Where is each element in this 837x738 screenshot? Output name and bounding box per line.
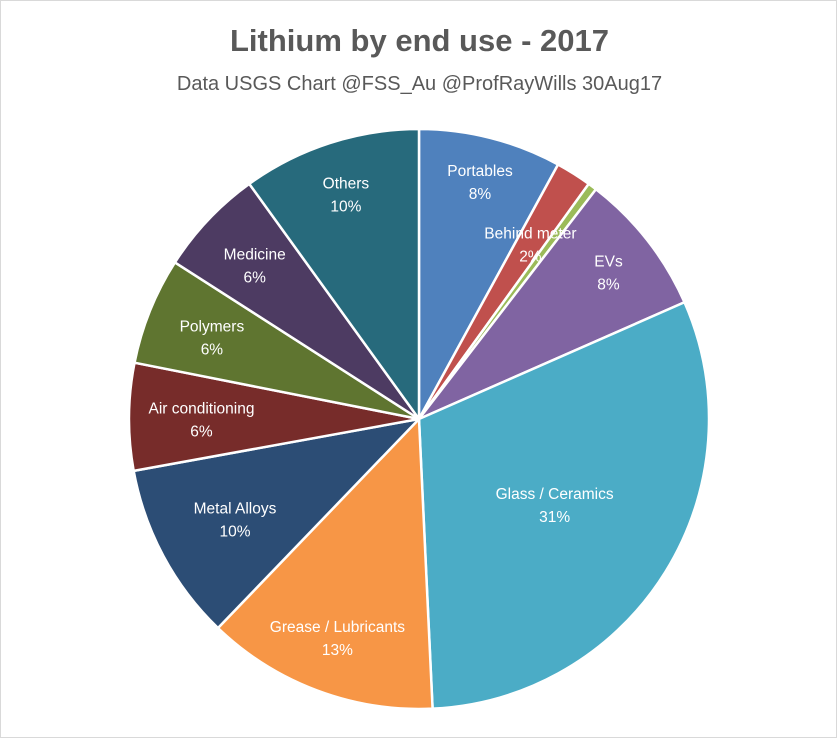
slice-value-glass-ceramics: 31% bbox=[539, 509, 570, 526]
pie-slice-glass-ceramics bbox=[417, 301, 711, 710]
slice-value-others: 10% bbox=[330, 199, 361, 216]
slice-value-polymers: 6% bbox=[201, 342, 224, 359]
slice-label-polymers: Polymers bbox=[180, 319, 245, 336]
slice-value-evs: 8% bbox=[597, 277, 620, 294]
pie-slice-portables bbox=[417, 127, 560, 421]
pie-slice-evs bbox=[417, 188, 686, 421]
slice-label-behind-meter: Behind meter bbox=[484, 225, 576, 242]
slice-label-air-conditioning: Air conditioning bbox=[149, 400, 255, 417]
chart-subtitle: Data USGS Chart @FSS_Au @ProfRayWills 30… bbox=[176, 73, 663, 95]
slice-label-metal-alloys: Metal Alloys bbox=[194, 501, 277, 518]
slice-value-metal-alloys: 10% bbox=[219, 524, 250, 541]
pie-slice-metal-alloys bbox=[132, 417, 421, 630]
slice-label-glass-ceramics: Glass / Ceramics bbox=[496, 486, 614, 503]
slice-label-portables: Portables bbox=[447, 163, 513, 180]
slice-value-grease-lubricants: 13% bbox=[322, 642, 353, 659]
chart-title: Lithium by end use - 2017 bbox=[230, 23, 609, 58]
slice-label-evs: EVs bbox=[594, 254, 623, 271]
slice-value-portables: 8% bbox=[469, 186, 492, 203]
slice-label-medicine: Medicine bbox=[224, 247, 286, 264]
pie-slice-grease-lubricants bbox=[216, 417, 434, 711]
slice-label-others: Others bbox=[323, 176, 370, 193]
pie-slice-others bbox=[248, 127, 421, 421]
slice-value-behind-meter: 2% bbox=[519, 248, 542, 265]
slice-label-grease-lubricants: Grease / Lubricants bbox=[270, 619, 406, 636]
slice-value-air-conditioning: 6% bbox=[190, 423, 213, 440]
slice-value-medicine: 6% bbox=[243, 270, 266, 287]
